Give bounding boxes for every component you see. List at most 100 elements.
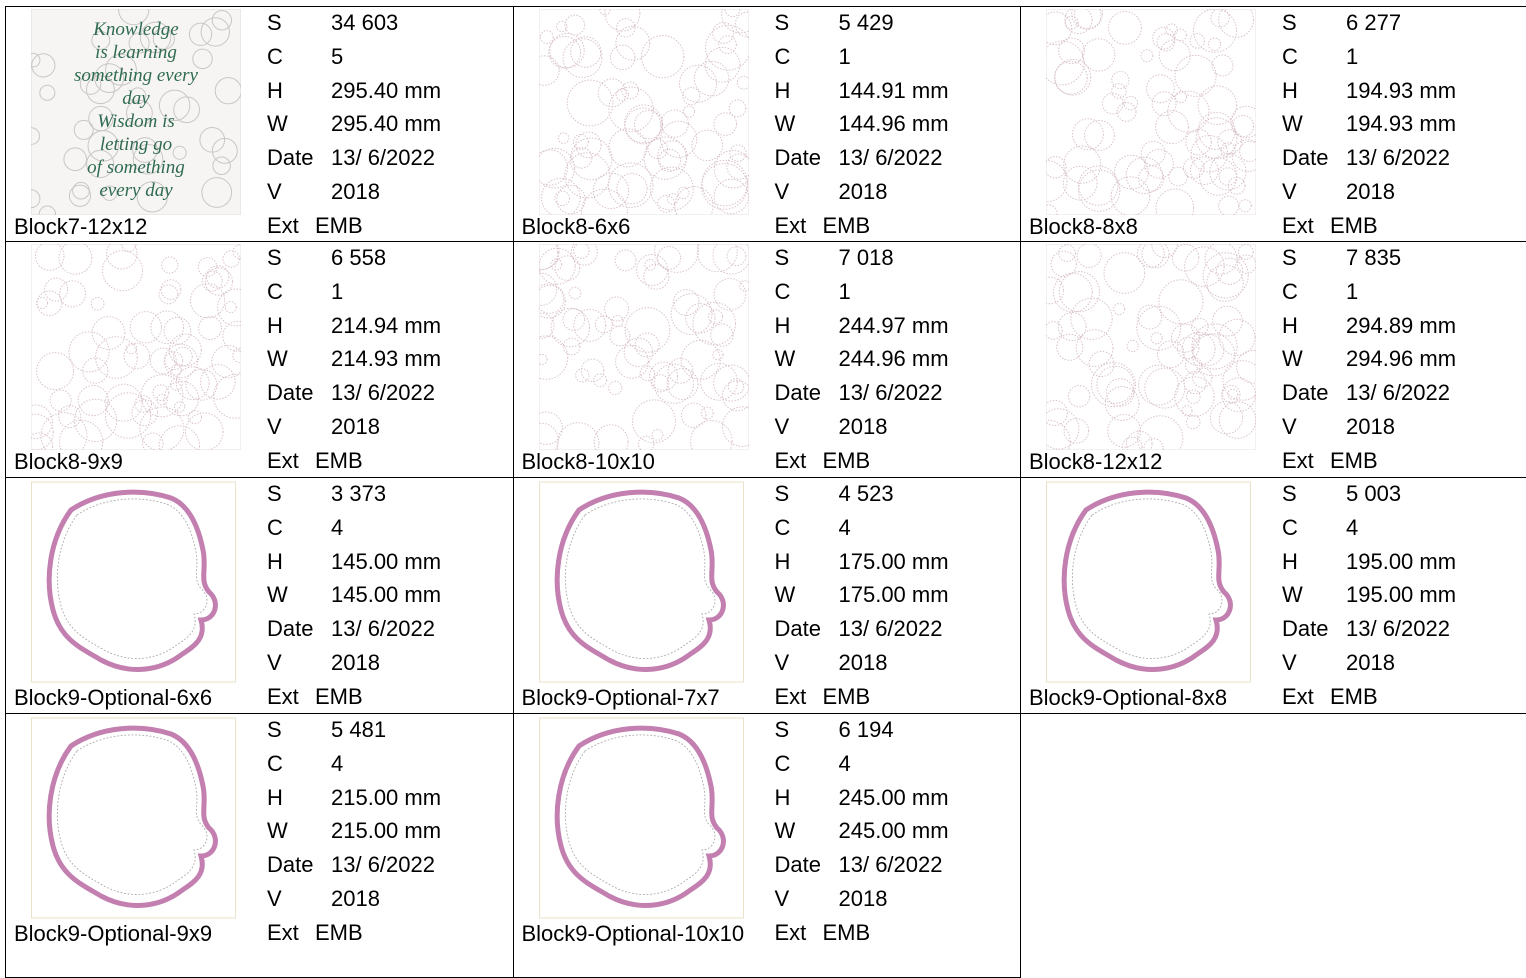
bubble <box>631 399 676 444</box>
field-label: H <box>774 77 791 103</box>
field-value: 245.00 mm <box>838 784 949 810</box>
bubble <box>1173 28 1187 42</box>
bubble <box>211 10 233 31</box>
bubble <box>1108 10 1142 45</box>
bubble <box>222 250 241 268</box>
bubble <box>213 373 241 419</box>
field-value: 1 <box>838 278 851 304</box>
bubble <box>711 349 724 361</box>
bubble <box>1062 165 1098 201</box>
bubble <box>711 21 734 44</box>
bubble <box>1053 60 1088 95</box>
field-label: C <box>1282 514 1298 540</box>
bubble <box>1237 254 1256 274</box>
field-label: S <box>1282 245 1297 270</box>
bubble <box>550 307 590 348</box>
field-value: 295.40 mm <box>331 77 442 103</box>
design-name: Block8-9x9 <box>14 449 123 474</box>
field-label: Date <box>267 380 314 406</box>
bubble <box>95 336 138 379</box>
bubble <box>635 253 668 286</box>
bubble <box>201 177 233 208</box>
bubble <box>86 149 115 178</box>
bubble <box>1056 333 1084 361</box>
bubble <box>721 380 749 412</box>
design-thumbnail <box>31 717 236 919</box>
field-value: 13/ 6/2022 <box>331 616 435 642</box>
field-value: 13/ 6/2022 <box>331 145 435 171</box>
bubble <box>1111 70 1130 90</box>
thumb-outline <box>554 725 726 908</box>
field-label: Ext <box>1282 447 1314 473</box>
bubble <box>728 144 747 162</box>
field-label: Date <box>267 145 314 171</box>
bubble <box>31 413 54 450</box>
bubble <box>643 258 656 271</box>
thumb-bg <box>1046 244 1256 450</box>
bubble <box>31 189 41 209</box>
field-value: 6 194 <box>838 717 894 742</box>
field-value: 2018 <box>838 179 888 204</box>
field-value: EMB <box>315 683 363 709</box>
design-thumbnail <box>538 717 744 919</box>
bubble <box>232 347 241 364</box>
field-value: 13/ 6/2022 <box>1346 616 1450 642</box>
field-value: 214.93 mm <box>331 346 442 372</box>
field-label: V <box>1282 650 1297 675</box>
field-label: V <box>774 886 790 911</box>
bubble <box>623 337 653 368</box>
field-value: 4 <box>1346 514 1359 540</box>
thumb-text: letting go <box>100 134 172 155</box>
bubble <box>1207 37 1222 51</box>
bubble <box>607 128 647 168</box>
field-value: 244.97 mm <box>838 312 949 338</box>
bubble <box>36 352 75 391</box>
bubble <box>1050 250 1077 278</box>
bubble <box>682 105 695 118</box>
bubble <box>656 245 681 270</box>
field-value: 2018 <box>331 179 380 204</box>
bubble <box>1123 95 1139 111</box>
bubble <box>1113 303 1126 316</box>
bubble <box>656 194 675 213</box>
field-label: Ext <box>267 447 299 473</box>
bubble <box>104 383 143 422</box>
bubble <box>1078 169 1121 212</box>
design-name: Block8-10x10 <box>521 449 655 474</box>
field-value: 4 <box>331 750 344 776</box>
thumb-frame <box>538 481 744 683</box>
bubble <box>1046 321 1063 340</box>
bubble <box>161 256 179 274</box>
bubble <box>189 283 226 319</box>
field-label: Date <box>1282 616 1329 642</box>
bubble <box>569 137 613 181</box>
field-value: EMB <box>1330 447 1378 473</box>
field-value: 2018 <box>838 414 888 439</box>
bubble <box>620 81 639 100</box>
bubble <box>1168 166 1189 187</box>
field-label: S <box>267 481 282 506</box>
bubble <box>79 73 102 95</box>
thumb-text: is learning <box>95 42 177 63</box>
field-value: EMB <box>1330 683 1378 709</box>
bubble <box>1116 102 1137 122</box>
bubble <box>670 293 712 335</box>
bubble <box>214 77 241 105</box>
bubble <box>623 107 661 145</box>
bubble <box>713 149 749 189</box>
design-name: Block9-Optional-6x6 <box>14 685 213 710</box>
design-name: Block9-Optional-10x10 <box>521 921 745 946</box>
field-label: C <box>267 43 283 69</box>
field-label: H <box>774 784 791 810</box>
design-thumbnail <box>31 481 236 683</box>
bubble <box>1218 318 1256 356</box>
bubble <box>91 316 126 350</box>
field-label: V <box>774 650 790 675</box>
bubble <box>700 159 748 207</box>
bubble <box>607 86 654 133</box>
field-label: W <box>267 111 288 137</box>
field-label: Ext <box>774 919 807 945</box>
bubble <box>152 384 170 402</box>
field-value: 1 <box>1346 278 1359 304</box>
bubble <box>572 308 606 342</box>
